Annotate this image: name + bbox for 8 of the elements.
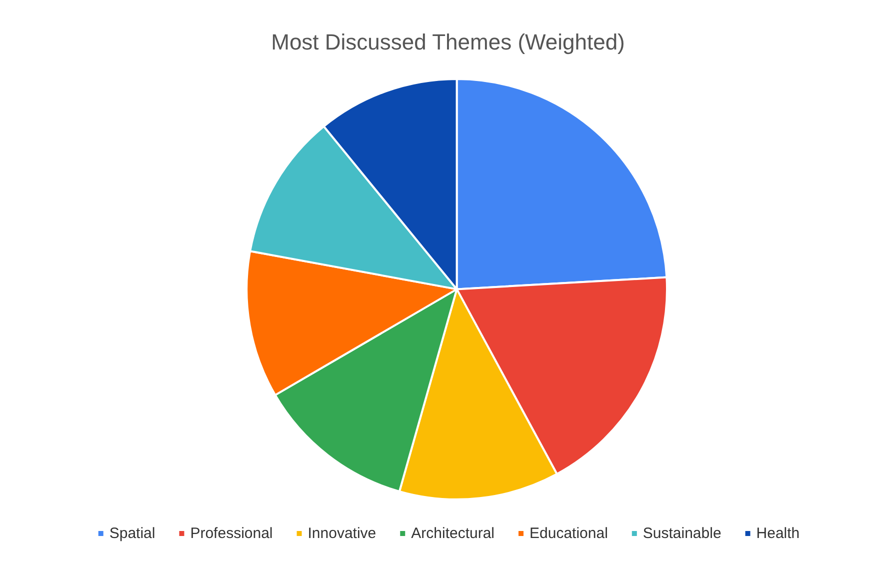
legend-label: Sustainable bbox=[642, 525, 722, 542]
legend-label: Architectural bbox=[411, 525, 495, 542]
legend-label: Spatial bbox=[109, 525, 156, 542]
chart-title: Most Discussed Themes (Weighted) bbox=[271, 30, 625, 54]
legend-label: Professional bbox=[190, 525, 273, 542]
legend-label: Innovative bbox=[308, 525, 376, 542]
legend-label: Educational bbox=[530, 525, 608, 542]
legend-label: Health bbox=[756, 525, 800, 542]
